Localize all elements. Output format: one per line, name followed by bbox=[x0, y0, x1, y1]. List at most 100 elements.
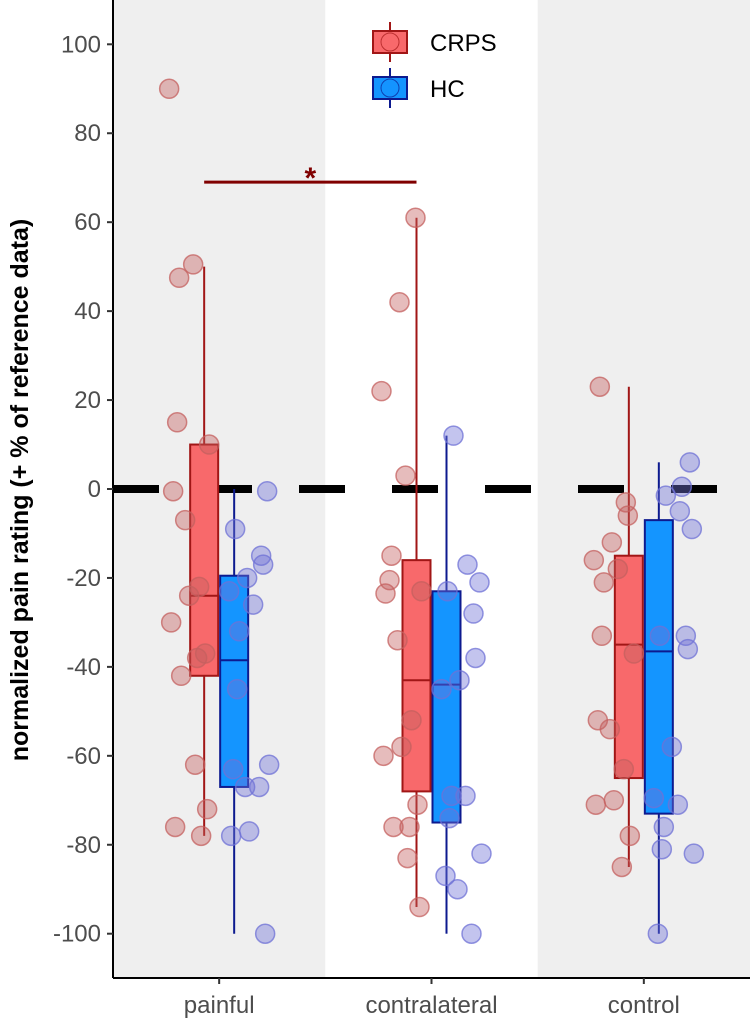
point-hc-control bbox=[651, 838, 673, 860]
point-crps-contralateral bbox=[409, 896, 430, 918]
point-crps-control bbox=[617, 505, 639, 526]
y-tick-label: -100 bbox=[53, 921, 101, 948]
point-crps-control bbox=[607, 558, 629, 580]
point-crps-painful bbox=[196, 798, 218, 820]
point-crps-painful bbox=[162, 480, 184, 502]
point-crps-contralateral bbox=[379, 569, 400, 591]
y-tick-label: 80 bbox=[74, 120, 101, 147]
point-hc-painful bbox=[252, 554, 274, 575]
legend-item-crps: CRPS bbox=[372, 22, 497, 62]
x-tick-label: painful bbox=[184, 992, 255, 1019]
point-hc-contralateral bbox=[471, 843, 492, 864]
point-hc-contralateral bbox=[455, 785, 476, 807]
point-crps-painful bbox=[166, 412, 188, 433]
significance-label: * bbox=[304, 162, 316, 195]
point-crps-control bbox=[591, 625, 613, 647]
point-hc-painful bbox=[234, 776, 256, 798]
point-crps-contralateral bbox=[399, 816, 420, 838]
point-crps-control bbox=[603, 790, 625, 811]
y-tick-label: 40 bbox=[74, 298, 101, 325]
point-crps-contralateral bbox=[375, 583, 396, 604]
point-hc-control bbox=[679, 452, 701, 473]
y-tick-label: 100 bbox=[61, 31, 101, 58]
point-hc-contralateral bbox=[469, 572, 490, 593]
point-hc-contralateral bbox=[441, 785, 462, 807]
point-hc-control bbox=[683, 843, 705, 864]
point-crps-painful bbox=[160, 612, 182, 633]
point-crps-contralateral bbox=[395, 465, 416, 486]
point-hc-painful bbox=[254, 923, 276, 944]
point-crps-control bbox=[593, 572, 615, 593]
point-hc-control bbox=[669, 500, 691, 522]
point-crps-contralateral bbox=[405, 207, 426, 228]
box-hc-contralateral bbox=[431, 435, 462, 934]
point-hc-painful bbox=[224, 518, 246, 540]
y-tick-label: 20 bbox=[74, 387, 101, 414]
box-body bbox=[431, 590, 462, 824]
point-hc-painful bbox=[258, 754, 280, 775]
legend: CRPS HC bbox=[372, 22, 497, 108]
legend-label: HC bbox=[430, 76, 465, 103]
points-group bbox=[158, 78, 705, 944]
box-crps-painful bbox=[189, 266, 220, 836]
band-control bbox=[537, 0, 750, 978]
y-tick-label: -60 bbox=[66, 743, 101, 770]
point-hc-contralateral bbox=[443, 425, 464, 446]
point-hc-control bbox=[667, 794, 689, 815]
point-hc-contralateral bbox=[465, 647, 486, 669]
point-hc-control bbox=[671, 476, 693, 498]
point-crps-painful bbox=[158, 78, 180, 100]
point-hc-painful bbox=[238, 821, 260, 842]
point-crps-painful bbox=[184, 754, 206, 775]
box-body bbox=[189, 443, 220, 677]
y-tick-label: -20 bbox=[66, 565, 101, 592]
axes-group: 100 80 60 40 20 0 -20 -40 -60 -80 -100 painful contr… bbox=[53, 0, 750, 1019]
y-tick-label: 0 bbox=[88, 476, 101, 503]
point-crps-contralateral bbox=[373, 745, 394, 767]
point-crps-painful bbox=[164, 816, 186, 838]
point-hc-contralateral bbox=[449, 669, 470, 691]
y-tick-label: -80 bbox=[66, 832, 101, 859]
point-crps-painful bbox=[174, 509, 196, 531]
point-crps-control bbox=[583, 549, 605, 571]
point-hc-control bbox=[653, 816, 675, 838]
point-crps-painful bbox=[182, 254, 204, 275]
point-hc-control bbox=[661, 736, 683, 758]
point-crps-control bbox=[599, 718, 621, 740]
point-crps-contralateral bbox=[397, 847, 418, 869]
point-hc-painful bbox=[248, 776, 270, 798]
point-hc-contralateral bbox=[461, 923, 482, 944]
point-crps-control bbox=[611, 856, 633, 878]
y-tick-label: -40 bbox=[66, 654, 101, 681]
point-crps-control bbox=[589, 376, 611, 397]
point-hc-painful bbox=[236, 567, 258, 589]
point-hc-contralateral bbox=[457, 554, 478, 575]
legend-point bbox=[380, 78, 400, 98]
point-crps-control bbox=[613, 758, 635, 780]
point-hc-control bbox=[647, 923, 669, 944]
point-hc-control bbox=[681, 518, 703, 540]
y-axis-title: normalized pain rating (+ % of reference… bbox=[6, 219, 34, 761]
point-hc-control bbox=[655, 485, 677, 506]
point-crps-contralateral bbox=[387, 629, 408, 651]
point-crps-contralateral bbox=[391, 736, 412, 758]
legend-label: CRPS bbox=[430, 30, 497, 57]
point-crps-contralateral bbox=[383, 816, 404, 838]
point-hc-contralateral bbox=[439, 807, 460, 829]
x-tick-label: control bbox=[608, 992, 680, 1019]
point-hc-contralateral bbox=[437, 581, 458, 602]
legend-item-hc: HC bbox=[372, 68, 465, 108]
point-hc-painful bbox=[222, 758, 244, 780]
point-crps-control bbox=[619, 825, 641, 847]
point-hc-control bbox=[643, 787, 665, 809]
point-hc-painful bbox=[226, 678, 248, 700]
point-crps-painful bbox=[168, 267, 190, 289]
boxes-group bbox=[189, 217, 674, 934]
point-hc-contralateral bbox=[435, 865, 456, 887]
point-hc-control bbox=[649, 625, 671, 647]
point-hc-painful bbox=[242, 594, 264, 615]
box-body bbox=[613, 554, 644, 780]
point-hc-contralateral bbox=[447, 878, 468, 900]
point-hc-contralateral bbox=[463, 603, 484, 624]
